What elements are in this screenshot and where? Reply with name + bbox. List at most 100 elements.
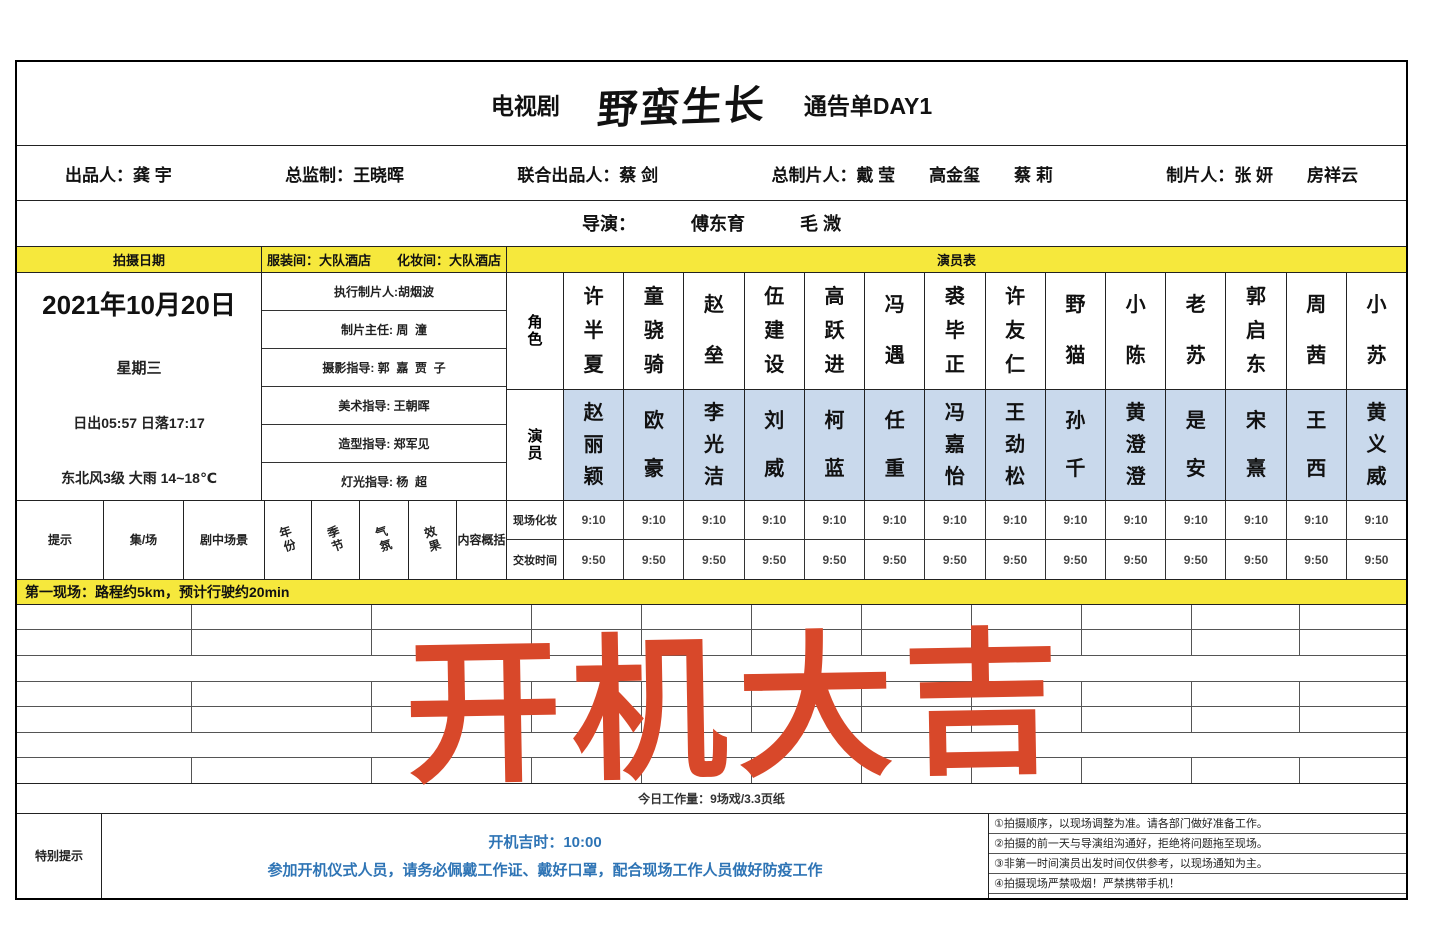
role-cell: 周茜 [1287,272,1347,390]
handover-time-cell: 9:50 [1106,540,1167,580]
scene-cell [1082,604,1192,630]
actor-cell: 赵丽颖 [564,390,625,500]
scene-cell [752,758,862,783]
makeup-time-cell: 9:10 [1046,500,1106,540]
credit-chupinren: 出品人：龚 宇 [65,161,172,186]
actor-cell: 王西 [1286,390,1347,500]
scene-cell [752,681,862,707]
handover-time-cell: 9:50 [865,540,926,580]
cast-area: 角色 许半夏童骁骑赵垒伍建设高跃进冯遇裘毕正许友仁野猫小陈老苏郭启东周茜小苏 演… [507,272,1407,500]
handover-label: 交妆时间 [507,540,564,580]
handover-time-cell: 9:50 [925,540,986,580]
scene-cell [642,630,752,656]
role-cell: 野猫 [1046,272,1106,390]
scene-cell [862,604,972,630]
scene-cell [1300,605,1406,630]
scene-header-juzhongchangjing: 剧中场景 [184,500,265,580]
scene-cell [1082,758,1192,783]
makeup-time-cell: 9:10 [865,500,926,540]
actor-cell: 宋熹 [1226,390,1287,500]
scene-header-neirong: 内容概括 [457,500,507,580]
role-cell: 小陈 [1106,272,1167,390]
scene-cell [972,630,1082,656]
credit-label: 联合出品人： [517,165,620,185]
credit-value: 龚 宇 [133,165,172,185]
scene-cell [752,707,862,732]
scene-header-text: 效果 [422,523,443,555]
scene-cell [1300,707,1406,732]
role-cell: 郭启东 [1226,272,1287,390]
credit-zongjianzhi: 总监制： 王晓晖 [285,161,404,186]
cast-list-header: 演员表 [936,252,976,268]
scene-cell [972,604,1082,630]
notes-list: ①拍摄顺序，以现场调整为准。请各部门做好准备工作。 ②拍摄的前一天与导演组沟通好，… [988,813,1406,898]
staff-item: 美术指导: 王朝晖 [262,387,506,425]
title-row: 电视剧 野蛮生长 通告单DAY1 [17,62,1406,147]
credit-zhipianren: 制片人：张 妍 房祥云 [1166,161,1358,186]
role-cell: 冯遇 [865,272,926,390]
makeup-label: 现场化妆 [507,500,564,540]
weekday: 星期三 [116,359,162,377]
actor-cell: 欧豪 [624,390,685,500]
footer-row: 特别提示 开机吉时：10:00 参加开机仪式人员，请务必佩戴工作证、戴好口罩，配… [17,813,1406,898]
actor-cell: 柯蓝 [804,390,866,500]
actor-cell: 刘威 [744,390,805,500]
actor-cell: 王劲松 [985,390,1046,500]
scene-cell [862,707,972,732]
scene-header-xiaoguo: 效果 [409,500,457,580]
handover-time-cell: 9:50 [986,540,1046,580]
scene-cell [862,630,972,656]
actor-cell: 任重 [865,390,926,500]
scene-cell [192,758,372,783]
scene-cell [1192,630,1300,656]
credit-zongzhipian: 总制片人：戴 莹 高金玺 蔡 莉 [771,161,1052,186]
scene-row [17,656,1406,682]
credit-label: 制片人： [1166,165,1235,185]
actor-cell: 孙千 [1045,390,1106,500]
scene-cell [1082,681,1192,707]
director-name: 毛 溦 [799,214,841,235]
scene-header-jijie: 季节 [312,500,360,580]
role-cell: 童骁骑 [624,272,685,390]
ceremony-notice: 开机吉时：10:00 参加开机仪式人员，请务必佩戴工作证、戴好口罩，配合现场工作… [102,814,988,898]
scene-cell [17,758,192,783]
director-label: 导演： [581,214,636,235]
scene-cell [17,630,192,656]
scene-cell [192,681,372,707]
scene-cell [372,758,532,783]
scene-cell [972,707,1082,732]
scene-cell [532,707,642,732]
scene-row [17,604,1406,631]
scene-header-tishi: 提示 [17,500,104,580]
makeup-time-cell: 9:10 [1106,500,1167,540]
staff-item: 灯光指导: 杨 超 [341,474,427,489]
handover-time-cell: 9:50 [1364,552,1389,567]
handover-time-cell: 9:50 [745,540,805,580]
role-cell: 裘毕正 [925,272,986,390]
scene-cell [752,630,862,656]
staff-item: 执行制片人:胡烟波 [262,273,506,311]
scene-cell [372,707,532,732]
scene-cell [1082,630,1192,656]
scene-cell [972,681,1082,707]
makeup-times-area: 现场化妆 9:10 9:10 9:10 9:10 9:10 9:10 9:10 9:10 9:1… [507,500,1406,580]
makeup-time-cell: 9:10 [1364,512,1389,527]
scene-header-band: 提示 集/场 剧中场景 年份 季节 气氛 效果 内容概括 现场化妆 9:10 9:… [17,500,1406,581]
role-label-text: 角色 [527,313,543,348]
credit-lianhechupin: 联合出品人：蔡 剑 [517,161,658,186]
scene-row [17,758,1406,783]
scene-header-text: 年份 [277,523,298,555]
makeup-time-cell: 9:10 [986,500,1046,540]
role-cell: 许友仁 [986,272,1046,390]
handover-time-cell: 9:50 [1226,540,1287,580]
role-cell: 高跃进 [805,272,866,390]
actor-row-label: 演员 [507,390,564,500]
handover-time-cell: 9:50 [624,540,685,580]
scene-cell [1192,604,1300,630]
scene-cell [17,707,192,732]
scene-cell [1300,630,1406,655]
shoot-date-cell: 2021年10月20日 星期三 日出05:57 日落17:17 东北风3级 大雨… [17,272,262,500]
note-row: ②拍摄的前一天与导演组沟通好，拒绝将问题拖至现场。 [989,834,1406,854]
role-row: 角色 许半夏童骁骑赵垒伍建设高跃进冯遇裘毕正许友仁野猫小陈老苏郭启东周茜小苏 [507,272,1406,391]
scene-cell [642,681,752,707]
